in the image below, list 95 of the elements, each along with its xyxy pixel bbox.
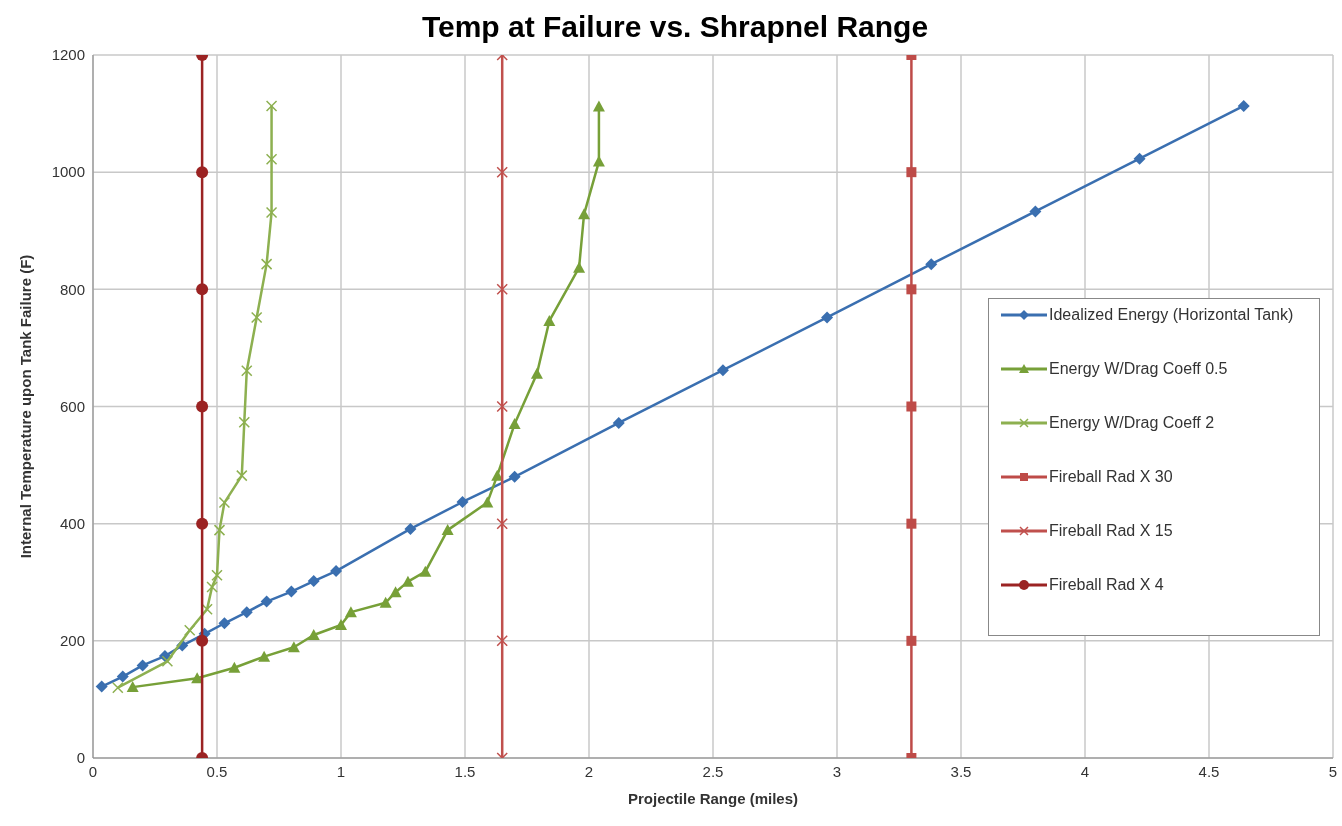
point (285, 585, 298, 598)
point (379, 596, 392, 608)
y-tick-label: 0 (76, 749, 85, 767)
legend-label: Idealized Energy (Horizontal Tank) (1049, 305, 1294, 325)
y-tick-label: 1200 (51, 46, 85, 64)
point (228, 661, 241, 673)
y-axis-title: Internal Temperature upon Tank Failure (F) (17, 254, 35, 559)
x-tick-label: 2 (584, 762, 594, 780)
point (508, 418, 521, 430)
point (389, 586, 402, 598)
x-tick-label: 2.5 (702, 762, 724, 780)
point (491, 469, 504, 481)
point (592, 100, 605, 112)
point (543, 314, 556, 326)
point (441, 524, 454, 536)
point (612, 416, 625, 429)
point (578, 208, 591, 220)
legend-label: Fireball Rad X 30 (1049, 467, 1173, 487)
point (287, 641, 300, 653)
point (1237, 99, 1250, 112)
y-tick-label: 200 (59, 632, 85, 650)
y-tick-label: 400 (59, 514, 85, 532)
point (265, 206, 278, 219)
point (496, 635, 508, 647)
point (573, 261, 586, 273)
point (906, 401, 917, 412)
point (906, 284, 917, 295)
point (95, 680, 108, 693)
point (1133, 152, 1146, 165)
point (196, 166, 209, 179)
x-tick-label: 3 (832, 762, 842, 780)
point (240, 606, 253, 619)
point (330, 565, 343, 578)
point (456, 495, 469, 508)
point (496, 283, 508, 296)
point (1029, 205, 1042, 218)
y-tick-label: 800 (59, 280, 85, 298)
point (716, 364, 729, 377)
point (496, 400, 508, 413)
x-tick-label: 0 (88, 762, 98, 780)
x-tick-label: 5 (1328, 762, 1338, 780)
point (530, 367, 543, 379)
x-tick-label: 4 (1080, 762, 1090, 780)
point (925, 258, 938, 271)
legend-label: Energy W/Drag Coeff 2 (1049, 413, 1215, 433)
x-tick-label: 1 (336, 762, 346, 780)
point (196, 517, 209, 530)
point (906, 635, 917, 646)
point (116, 670, 129, 683)
y-tick-label: 600 (59, 397, 85, 415)
point (260, 595, 273, 608)
point (196, 634, 209, 647)
point (183, 624, 196, 637)
point (265, 100, 278, 112)
x-axis-title: Projectile Range (miles) (627, 790, 799, 807)
point (419, 565, 432, 577)
point (481, 496, 494, 508)
point (218, 496, 231, 509)
point (126, 681, 139, 693)
point (241, 365, 253, 377)
point (213, 524, 226, 536)
point (496, 517, 508, 530)
y-tick-label: 1000 (51, 163, 85, 181)
point (250, 311, 263, 324)
point (218, 617, 231, 630)
point (821, 311, 834, 324)
point (344, 606, 357, 618)
point (404, 522, 417, 535)
point (136, 659, 149, 672)
point (238, 416, 251, 429)
point (211, 569, 223, 581)
point (307, 575, 320, 588)
point (335, 619, 347, 631)
point (236, 469, 248, 482)
point (265, 153, 278, 166)
point (307, 628, 320, 640)
x-tick-label: 0.5 (206, 762, 228, 780)
legend-label: Fireball Rad X 4 (1049, 575, 1164, 595)
legend-label: Energy W/Drag Coeff 0.5 (1049, 359, 1228, 379)
chart-title: Temp at Failure vs. Shrapnel Range (420, 10, 930, 44)
x-tick-label: 3.5 (950, 762, 972, 780)
legend-label: Fireball Rad X 15 (1049, 521, 1173, 541)
point (206, 581, 218, 593)
x-tick-label: 1.5 (454, 762, 476, 780)
point (196, 283, 209, 296)
point (112, 681, 124, 694)
point (260, 258, 273, 270)
point (906, 167, 917, 178)
point (508, 470, 521, 483)
point (258, 650, 271, 662)
x-tick-label: 4.5 (1198, 762, 1220, 780)
point (196, 400, 209, 413)
point (906, 518, 917, 529)
point (161, 655, 174, 668)
point (496, 166, 508, 178)
